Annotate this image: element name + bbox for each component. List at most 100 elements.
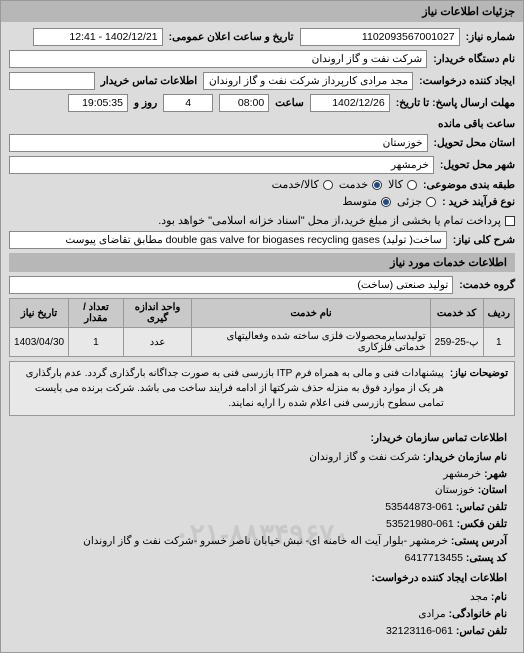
contact-line: تلفن تماس: 061-32123116 [17, 623, 507, 640]
days-remaining-label: روز و [134, 97, 157, 109]
services-header: اطلاعات خدمات مورد نیاز [9, 253, 515, 272]
lname-k: نام خانوادگی: [449, 608, 507, 620]
cell-idx: 1 [483, 328, 514, 357]
need-title-field: ساخت( تولید) double gas valve for biogas… [9, 231, 447, 249]
row-buyer: نام دستگاه خریدار: شرکت نفت و گاز اروندا… [9, 50, 515, 68]
contact-line: نام سازمان خریدار: شرکت نفت و گاز اروندا… [17, 449, 507, 466]
explain-label: توضیحات نیاز: [450, 366, 508, 411]
row-need-title: شرح کلی نیاز: ساخت( تولید) double gas va… [9, 231, 515, 249]
radio-icon [323, 180, 333, 190]
lname-v: مرادی [418, 608, 445, 620]
col-date: تاریخ نیاز [10, 299, 69, 328]
col-idx: ردیف [483, 299, 514, 328]
radio-small-label: جزئی [397, 195, 422, 208]
name-k: نام: [491, 591, 507, 603]
city-v: خرمشهر [443, 468, 481, 480]
radio-kala[interactable]: کالا [388, 178, 417, 191]
need-number-label: شماره نیاز: [466, 31, 515, 43]
prov-k: استان: [478, 484, 507, 496]
process-note: پرداخت تمام یا بخشی از مبلغ خرید،از محل … [158, 214, 501, 227]
fax-v: 061-53521980 [386, 518, 454, 530]
requester-field: مجد مرادی کارپرداز شرکت نفت و گاز اروندا… [203, 72, 413, 90]
radio-both[interactable]: کالا/خدمت [272, 178, 333, 191]
province-field: خوزستان [9, 134, 428, 152]
cell-qty: 1 [69, 328, 124, 357]
explain-text: پیشنهادات فنی و مالی به همراه فرم ITP با… [16, 366, 444, 411]
cell-unit: عدد [123, 328, 192, 357]
radio-icon [372, 180, 382, 190]
row-need-number: شماره نیاز: 1102093567001027 تاریخ و ساع… [9, 28, 515, 46]
main-section: شماره نیاز: 1102093567001027 تاریخ و ساع… [1, 22, 523, 652]
post-v: 6417713455 [405, 552, 463, 564]
process-label: نوع فرآیند خرید : [442, 196, 515, 208]
radio-small[interactable]: جزئی [397, 195, 436, 208]
tel-k: تلفن تماس: [456, 501, 507, 513]
deadline-label: مهلت ارسال پاسخ: تا تاریخ: [396, 97, 515, 109]
radio-medium[interactable]: متوسط [342, 195, 391, 208]
city-field: خرمشهر [9, 156, 434, 174]
contact-header: اطلاعات تماس سازمان خریدار: [17, 430, 507, 447]
panel-title: جزئیات اطلاعات نیاز [1, 1, 523, 22]
contact-line: نام خانوادگی: مرادی [17, 606, 507, 623]
rtel-k: تلفن تماس: [456, 625, 507, 637]
days-remaining-field: 4 [163, 94, 213, 112]
checkbox-treasury[interactable]: پرداخت تمام یا بخشی از مبلغ خرید،از محل … [158, 214, 515, 227]
row-city: شهر محل تحویل: خرمشهر [9, 156, 515, 174]
contact-line: شهر: خرمشهر [17, 466, 507, 483]
contact-block: ۰۲۱-۸۸۳۴۹۶۷۰ اطلاعات تماس سازمان خریدار:… [9, 424, 515, 646]
announce-field: 1402/12/21 - 12:41 [33, 28, 163, 46]
addr-k: آدرس پستی: [451, 535, 507, 547]
row-requester: ایجاد کننده درخواست: مجد مرادی کارپرداز … [9, 72, 515, 90]
cell-date: 1403/04/30 [10, 328, 69, 357]
row-province: استان محل تحویل: خوزستان [9, 134, 515, 152]
col-name: نام خدمت [192, 299, 430, 328]
need-number-field: 1102093567001027 [300, 28, 460, 46]
radio-both-label: کالا/خدمت [272, 178, 319, 191]
radio-kala-label: کالا [388, 178, 403, 191]
buyer-contact-field [9, 72, 95, 90]
details-panel: جزئیات اطلاعات نیاز شماره نیاز: 11020935… [0, 0, 524, 653]
fax-k: تلفن فکس: [457, 518, 507, 530]
table-header-row: ردیف کد خدمت نام خدمت واحد اندازه گیری ت… [10, 299, 515, 328]
explain-box: توضیحات نیاز: پیشنهادات فنی و مالی به هم… [9, 361, 515, 416]
checkbox-icon [505, 216, 515, 226]
contact-line: آدرس پستی: خرمشهر -بلوار آیت اله خامنه ا… [17, 533, 507, 550]
org-k: نام سازمان خریدار: [423, 451, 507, 463]
contact-line: نام: مجد [17, 589, 507, 606]
requester-label: ایجاد کننده درخواست: [419, 75, 515, 87]
buyer-field: شرکت نفت و گاز اروندان [9, 50, 427, 68]
table-row: 1 پ-25-259 تولیدسایرمحصولات فلزی ساخته ش… [10, 328, 515, 357]
addr-v: خرمشهر -بلوار آیت اله خامنه ای- نبش خیاب… [83, 535, 448, 547]
radio-khadmat[interactable]: خدمت [339, 178, 382, 191]
cell-code: پ-25-259 [430, 328, 483, 357]
contact-line: تلفن فکس: 061-53521980 [17, 516, 507, 533]
city-label: شهر محل تحویل: [440, 159, 515, 171]
contact-line: استان: خوزستان [17, 482, 507, 499]
radio-icon [426, 197, 436, 207]
col-qty: تعداد / مقدار [69, 299, 124, 328]
col-code: کد خدمت [430, 299, 483, 328]
org-v: شرکت نفت و گاز اروندان [309, 451, 420, 463]
name-v: مجد [470, 591, 488, 603]
radio-icon [381, 197, 391, 207]
radio-khadmat-label: خدمت [339, 178, 368, 191]
need-title-label: شرح کلی نیاز: [453, 234, 515, 246]
hours-remaining-label: ساعت باقی مانده [438, 118, 515, 130]
buyer-contact-label: اطلاعات تماس خریدار [101, 75, 197, 87]
col-unit: واحد اندازه گیری [123, 299, 192, 328]
tel-v: 061-53544873 [385, 501, 453, 513]
time-label-1: ساعت [275, 97, 304, 109]
group-label: طبقه بندی موضوعی: [423, 179, 515, 191]
services-table: ردیف کد خدمت نام خدمت واحد اندازه گیری ت… [9, 298, 515, 357]
row-process: نوع فرآیند خرید : جزئی متوسط پرداخت تمام… [9, 195, 515, 227]
radio-icon [407, 180, 417, 190]
service-group-field: تولید صنعتی (ساخت) [9, 276, 453, 294]
prov-v: خوزستان [435, 484, 475, 496]
announce-label: تاریخ و ساعت اعلان عمومی: [169, 31, 294, 43]
contact-line: کد پستی: 6417713455 [17, 550, 507, 567]
hours-remaining-field: 19:05:35 [68, 94, 128, 112]
buyer-label: نام دستگاه خریدار: [433, 53, 515, 65]
deadline-time-field: 08:00 [219, 94, 269, 112]
row-service-group: گروه خدمت: تولید صنعتی (ساخت) [9, 276, 515, 294]
radio-medium-label: متوسط [342, 195, 377, 208]
